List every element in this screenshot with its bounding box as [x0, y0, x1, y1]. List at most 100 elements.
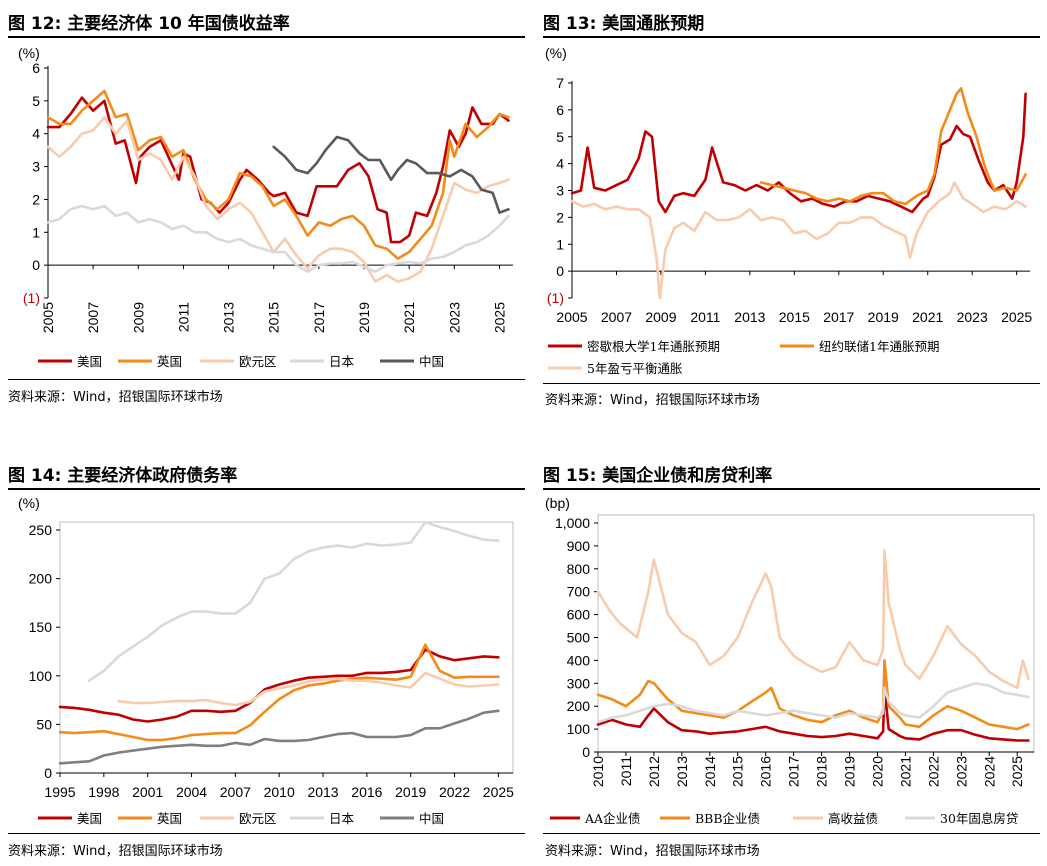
fig12-legend-label: 美国 — [77, 354, 102, 369]
fig14-legend-label: 欧元区 — [239, 811, 277, 826]
fig15-series-line — [596, 549, 1030, 690]
fig13-ytick-label: 6 — [556, 102, 564, 118]
fig14-xtick-label: 2016 — [351, 784, 382, 800]
fig12-xtick-label: 2013 — [221, 302, 237, 333]
fig12-ytick-label: 6 — [32, 60, 40, 76]
fig15-source: 资料来源：Wind，招银国际环球市场 — [545, 844, 760, 859]
fig15-legend-label: BBB企业债 — [695, 811, 760, 826]
fig13-legend-label: 5年盈亏平衡通胀 — [587, 361, 683, 376]
fig15-xtick-label: 2012 — [646, 756, 662, 787]
fig13-ytick-label: 1 — [556, 236, 564, 252]
fig13-xtick-label: 2019 — [868, 309, 899, 325]
fig15-xtick-label: 2011 — [618, 756, 634, 786]
fig13-series-line — [759, 87, 1027, 206]
fig15-ylabel: (bp) — [545, 495, 570, 511]
fig15-legend-label: 30年固息房贷 — [940, 811, 1018, 826]
fig12-series-line — [46, 89, 510, 260]
fig15-bottom-rule — [543, 833, 1040, 834]
fig15-ytick-label: 700 — [567, 584, 591, 600]
fig15-ytick-label: 1,000 — [555, 515, 590, 531]
fig14-title-rule — [8, 488, 525, 490]
fig14-title: 图 14: 主要经济体政府债务率 — [8, 466, 238, 486]
fig13-title-rule — [543, 36, 1040, 38]
fig15-ytick-label: 500 — [567, 630, 591, 646]
fig15-title: 图 15: 美国企业债和房贷利率 — [543, 466, 773, 486]
fig14-legend-label: 中国 — [419, 811, 444, 826]
fig13-xtick-label: 2023 — [957, 309, 988, 325]
fig13-ytick-label: 5 — [556, 129, 564, 145]
fig12-xtick-label: 2009 — [130, 302, 146, 333]
fig12-xtick-label: 2019 — [356, 302, 372, 333]
fig15-series-line — [596, 681, 1030, 724]
fig12-series-line — [46, 96, 510, 244]
fig14-series-line — [58, 648, 500, 723]
fig15-legend-label: AA企业债 — [584, 811, 641, 826]
fig15-xtick-label: 2023 — [953, 756, 969, 787]
fig15-xtick-label: 2019 — [842, 756, 858, 787]
fig14-xtick-label: 1998 — [88, 784, 119, 800]
fig14-xtick-label: 2013 — [307, 784, 338, 800]
fig15-xtick-label: 2015 — [730, 756, 746, 787]
fig14-legend-label: 美国 — [77, 811, 102, 826]
fig12-ytick-label: 0 — [32, 257, 40, 273]
fig13-legend-label: 密歇根大学1年通胀预期 — [587, 339, 720, 354]
fig12-ytick-label: (1) — [23, 290, 40, 306]
fig14-xtick-label: 2010 — [264, 784, 295, 800]
fig12-title: 图 12: 主要经济体 10 年国债收益率 — [8, 14, 290, 34]
fig13-title: 图 13: 美国通胀预期 — [543, 14, 705, 34]
fig12-xtick-label: 2023 — [446, 302, 462, 333]
fig14-series-line — [58, 709, 500, 765]
fig13-xtick-label: 2009 — [645, 309, 676, 325]
fig15-series-line — [596, 686, 1030, 742]
fig14-source: 资料来源：Wind，招银国际环球市场 — [8, 844, 223, 859]
fig12-legend-label: 英国 — [157, 354, 182, 369]
fig14-xtick-label: 2022 — [439, 784, 470, 800]
fig14-ytick-label: 250 — [29, 522, 53, 538]
fig12-bottom-rule — [8, 379, 525, 380]
fig12-series-line — [46, 204, 510, 274]
fig13-xtick-label: 2005 — [556, 309, 587, 325]
fig12-legend-label: 中国 — [419, 354, 444, 369]
fig12-title-rule — [8, 36, 525, 38]
fig13-legend-label: 纽约联储1年通胀预期 — [819, 339, 939, 354]
fig13-ytick-label: 4 — [556, 156, 564, 172]
fig12-xtick-label: 2021 — [401, 302, 417, 333]
fig12-ytick-label: 3 — [32, 159, 40, 175]
fig13-xtick-label: 2017 — [823, 309, 854, 325]
fig14-ytick-label: 50 — [36, 716, 52, 732]
fig15-legend-label: 高收益债 — [828, 811, 878, 826]
fig12-legend-label: 日本 — [329, 354, 355, 369]
fig15-xtick-label: 2022 — [925, 756, 941, 787]
fig12-ytick-label: 5 — [32, 93, 40, 109]
fig15-xtick-label: 2021 — [897, 756, 913, 787]
fig15-xtick-label: 2020 — [869, 756, 885, 787]
fig15-ytick-label: 100 — [567, 721, 591, 737]
fig15-xtick-label: 2018 — [814, 756, 830, 787]
fig14-bottom-rule — [8, 833, 525, 834]
fig14-ytick-label: 100 — [29, 668, 53, 684]
fig15-xtick-label: 2016 — [758, 756, 774, 787]
fig15-ytick-label: 0 — [582, 744, 590, 760]
fig13-source: 资料来源：Wind，招银国际环球市场 — [545, 393, 760, 408]
fig14-xtick-label: 2025 — [483, 784, 514, 800]
fig14-ytick-label: 150 — [29, 619, 53, 635]
fig13-xtick-label: 2021 — [912, 309, 943, 325]
fig12-xtick-label: 2011 — [175, 302, 191, 332]
fig13-series-line — [570, 181, 1027, 300]
fig13-series-line — [570, 92, 1027, 214]
fig13-xtick-label: 2013 — [734, 309, 765, 325]
fig15-xtick-label: 2017 — [786, 756, 802, 787]
fig14-ylabel: (%) — [18, 495, 40, 511]
fig13-xtick-label: 2025 — [1001, 309, 1032, 325]
fig12-ylabel: (%) — [18, 45, 40, 61]
fig12-xtick-label: 2017 — [311, 302, 327, 333]
fig12-xtick-label: 2005 — [40, 302, 56, 333]
fig13-xtick-label: 2007 — [601, 309, 632, 325]
fig13-ytick-label: 3 — [556, 183, 564, 199]
fig15-series-line — [596, 659, 1030, 731]
fig15-ytick-label: 800 — [567, 561, 591, 577]
fig13-ylabel: (%) — [545, 45, 567, 61]
